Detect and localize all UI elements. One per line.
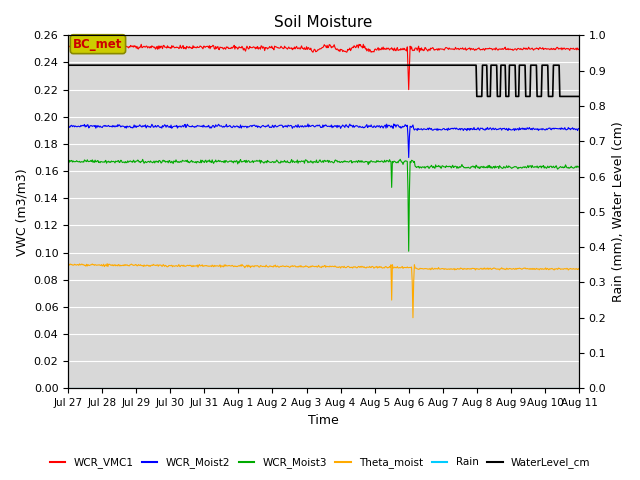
Legend: WCR_VMC1, WCR_Moist2, WCR_Moist3, Theta_moist, Rain, WaterLevel_cm: WCR_VMC1, WCR_Moist2, WCR_Moist3, Theta_… [45,453,595,472]
Text: BC_met: BC_met [73,38,123,51]
Y-axis label: VWC (m3/m3): VWC (m3/m3) [15,168,28,256]
Y-axis label: Rain (mm), Water Level (cm): Rain (mm), Water Level (cm) [612,121,625,302]
Title: Soil Moisture: Soil Moisture [275,15,372,30]
X-axis label: Time: Time [308,414,339,427]
